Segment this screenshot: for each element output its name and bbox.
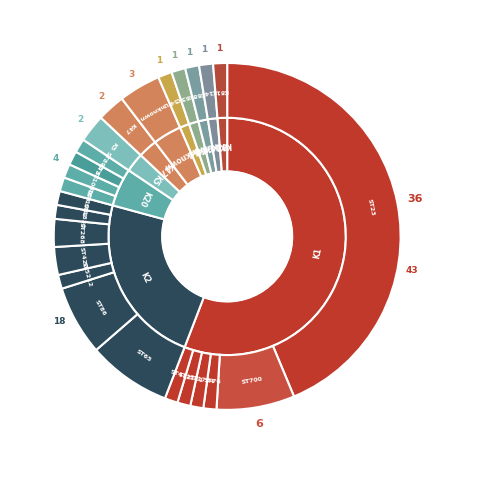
Wedge shape <box>60 177 116 205</box>
Text: ST35: ST35 <box>90 161 103 179</box>
Wedge shape <box>56 191 112 215</box>
Wedge shape <box>172 68 198 124</box>
Wedge shape <box>180 124 206 177</box>
Text: 6: 6 <box>255 419 262 429</box>
Wedge shape <box>62 272 138 350</box>
Text: ST1764: ST1764 <box>188 375 215 385</box>
Wedge shape <box>204 354 220 410</box>
Text: 1: 1 <box>186 48 192 56</box>
Wedge shape <box>58 263 114 289</box>
Text: ST76: ST76 <box>204 378 222 385</box>
Text: 2: 2 <box>77 115 83 123</box>
Wedge shape <box>198 120 216 174</box>
Text: 2: 2 <box>98 92 104 101</box>
Text: ST420: ST420 <box>78 246 86 268</box>
Text: 1: 1 <box>171 51 177 60</box>
Text: K54: K54 <box>168 95 182 105</box>
Text: ST60: ST60 <box>83 184 93 201</box>
Wedge shape <box>155 128 202 185</box>
Wedge shape <box>178 350 202 406</box>
Wedge shape <box>64 164 119 196</box>
Wedge shape <box>190 352 211 408</box>
Text: 1: 1 <box>216 44 222 53</box>
Text: 18: 18 <box>53 317 66 326</box>
Wedge shape <box>189 121 212 175</box>
Text: 36: 36 <box>408 194 423 204</box>
Wedge shape <box>122 77 180 142</box>
Text: Unknown: Unknown <box>161 143 200 171</box>
Text: ST5212: ST5212 <box>80 261 92 288</box>
Text: K14: K14 <box>208 140 224 151</box>
Text: K81: K81 <box>214 88 228 94</box>
Wedge shape <box>218 118 227 172</box>
Wedge shape <box>213 63 227 118</box>
Text: K14: K14 <box>202 88 216 95</box>
Wedge shape <box>184 118 346 355</box>
Text: K81: K81 <box>215 140 232 149</box>
Text: K54: K54 <box>185 144 204 158</box>
Text: ST412: ST412 <box>169 369 191 381</box>
Wedge shape <box>83 118 140 170</box>
Text: 4: 4 <box>52 154 59 163</box>
Wedge shape <box>54 219 109 247</box>
Text: ST1049: ST1049 <box>80 191 90 217</box>
Wedge shape <box>108 205 204 347</box>
Text: ST1333: ST1333 <box>78 202 87 229</box>
Text: K1: K1 <box>312 247 323 259</box>
Wedge shape <box>54 244 112 275</box>
Wedge shape <box>216 346 294 410</box>
Wedge shape <box>227 63 400 397</box>
Wedge shape <box>96 314 184 398</box>
Wedge shape <box>128 155 180 200</box>
Wedge shape <box>54 205 110 224</box>
Wedge shape <box>185 65 208 121</box>
Wedge shape <box>101 99 155 155</box>
Text: ST23: ST23 <box>366 199 374 217</box>
Text: K47: K47 <box>122 121 136 134</box>
Text: ST1049: ST1049 <box>84 168 99 194</box>
Wedge shape <box>76 140 128 178</box>
Wedge shape <box>140 142 188 192</box>
Text: ST1111: ST1111 <box>178 372 204 384</box>
Wedge shape <box>70 152 124 187</box>
Wedge shape <box>208 118 222 172</box>
Wedge shape <box>158 72 189 128</box>
Text: ST700: ST700 <box>240 376 262 385</box>
Wedge shape <box>199 64 218 120</box>
Text: Unknown: Unknown <box>138 100 168 121</box>
Text: K2: K2 <box>138 271 152 285</box>
Text: ST86: ST86 <box>94 299 106 317</box>
Wedge shape <box>165 347 193 402</box>
Text: K20: K20 <box>136 189 151 208</box>
Text: 3: 3 <box>129 69 135 79</box>
Text: ST65: ST65 <box>134 349 152 363</box>
Text: K68: K68 <box>200 140 218 153</box>
Text: K68: K68 <box>190 90 205 97</box>
Text: K5: K5 <box>148 172 162 186</box>
Text: ST893: ST893 <box>95 149 110 171</box>
Text: K47: K47 <box>156 160 175 177</box>
Wedge shape <box>112 170 173 219</box>
Circle shape <box>162 172 292 301</box>
Text: ST268: ST268 <box>78 223 84 244</box>
Text: 1: 1 <box>201 45 207 54</box>
Text: K63: K63 <box>179 92 194 101</box>
Text: 1: 1 <box>156 56 162 65</box>
Text: 43: 43 <box>406 267 418 275</box>
Text: K5: K5 <box>108 140 118 150</box>
Text: K63: K63 <box>192 142 210 155</box>
